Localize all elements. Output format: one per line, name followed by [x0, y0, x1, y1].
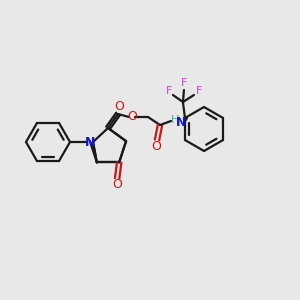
Text: N: N [176, 116, 186, 128]
Text: O: O [151, 140, 161, 154]
Text: H: H [171, 115, 179, 125]
Text: O: O [112, 178, 122, 191]
Text: F: F [166, 86, 172, 96]
Text: N: N [85, 136, 95, 148]
Text: O: O [127, 110, 137, 124]
Text: F: F [196, 86, 202, 96]
Text: F: F [181, 78, 187, 88]
Text: O: O [114, 100, 124, 113]
